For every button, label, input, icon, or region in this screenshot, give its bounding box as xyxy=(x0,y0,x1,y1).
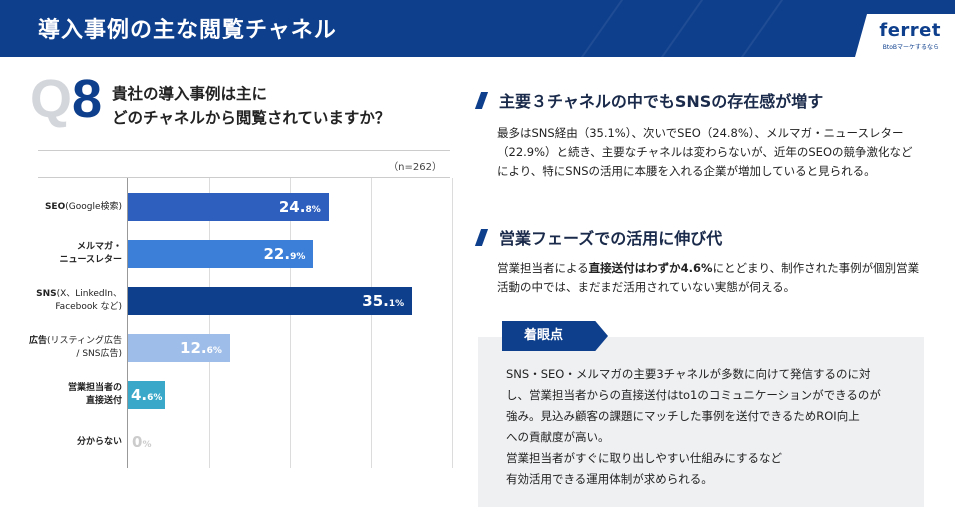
bar xyxy=(128,240,314,268)
chart-header-divider xyxy=(38,177,450,178)
category-label: SNS(X、LinkedIn、 Facebook など) xyxy=(36,289,122,312)
point-line: への貢献度が高い。 xyxy=(506,430,610,444)
category-label: メルマガ・ ニュースレター xyxy=(59,242,122,265)
q-digit: 8 xyxy=(72,69,103,129)
point-line: し、営業担当者からの直接送付はto1のコミュニケーションができるのが xyxy=(506,388,881,402)
bar-value-label: 12.6% xyxy=(180,339,222,357)
header-bar: 導入事例の主な閲覧チャネル xyxy=(0,0,955,57)
question-number: Q8 xyxy=(30,72,102,126)
point-box xyxy=(478,337,924,507)
grid-line xyxy=(452,178,453,468)
y-axis xyxy=(127,178,128,468)
category-label: 営業担当者の 直接送付 xyxy=(67,383,122,406)
point-line: 有効活用できる運用体制が求められる。 xyxy=(506,472,713,486)
category-label: SEO(Google検索) xyxy=(44,201,122,212)
point-line: 強み。見込み顧客の課題にマッチした事例を送付できるためROI向上 xyxy=(506,409,860,423)
bar xyxy=(128,334,231,362)
bar-value-label: 24.8% xyxy=(278,198,321,216)
section2-text: 営業担当者による直接送付はわずか4.6%にとどまり、制作された事例が個別営業活動… xyxy=(497,259,922,297)
logo-background xyxy=(855,14,955,57)
category-label: 広告(リスティング広告 / SNS広告) xyxy=(29,336,122,359)
question-line-2: どのチャネルから閲覧されていますか？ xyxy=(112,109,391,127)
grid-line xyxy=(290,178,291,468)
section1-heading: 主要３チャネルの中でもSNSの存在感が増す xyxy=(474,88,824,112)
section2-heading: 営業フェーズでの活用に伸び代 xyxy=(474,225,723,249)
question-line-1: 貴社の導入事例は主に xyxy=(112,85,268,103)
logo-tagline: BtoBマーケするなら xyxy=(882,44,939,51)
decor-line xyxy=(565,0,637,57)
chart-top-divider xyxy=(38,150,450,151)
category-label: 分からない xyxy=(76,436,122,447)
point-tag: 着眼点 xyxy=(502,321,608,351)
slash-icon xyxy=(474,229,489,246)
bar-chart: （n=262） SEO(Google検索) 24.8% メルマガ・ ニュースレター 22… xyxy=(0,150,460,470)
ferret-logo: ferret xyxy=(879,20,941,41)
bar-value-label: 4.6% xyxy=(131,386,163,404)
q-letter: Q xyxy=(30,69,73,129)
point-line: 営業担当者がすぐに取り出しやすい仕組みにするなど xyxy=(506,451,782,465)
bar xyxy=(128,193,329,221)
section2-text-post: にとどまり、制作された事例が個別営業活動の中では、まだまだ活用されていない実態が… xyxy=(497,261,920,294)
sample-size: （n=262） xyxy=(388,162,442,173)
section1-heading-text: 主要３チャネルの中でもSNSの存在感が増す xyxy=(499,92,824,111)
slash-icon xyxy=(474,92,489,109)
point-text: SNS・SEO・メルマガの主要3チャネルが多数に向けて発信するのに対 し、営業担… xyxy=(506,364,916,490)
point-line: SNS・SEO・メルマガの主要3チャネルが多数に向けて発信するのに対 xyxy=(506,367,871,381)
bar-value-label: 22.9% xyxy=(263,245,306,263)
grid-line xyxy=(209,178,210,468)
decor-line xyxy=(645,0,717,57)
question-text: 貴社の導入事例は主に どのチャネルから閲覧されていますか？ xyxy=(112,82,390,130)
section2-text-bold: 直接送付はわずか4.6% xyxy=(588,261,713,275)
page-title: 導入事例の主な閲覧チャネル xyxy=(38,18,337,43)
bar-value-label: 35.1% xyxy=(362,292,405,310)
section1-text: 最多はSNS経由（35.1%）、次いでSEO（24.8%）、メルマガ・ニュースレ… xyxy=(497,126,913,178)
grid-line xyxy=(371,178,372,468)
section2-heading-text: 営業フェーズでの活用に伸び代 xyxy=(499,229,723,248)
decor-line xyxy=(725,0,797,57)
section2-text-pre: 営業担当者による xyxy=(497,261,589,275)
bar xyxy=(128,287,413,315)
bar-value-label: 0% xyxy=(132,433,152,451)
bar xyxy=(128,381,166,409)
